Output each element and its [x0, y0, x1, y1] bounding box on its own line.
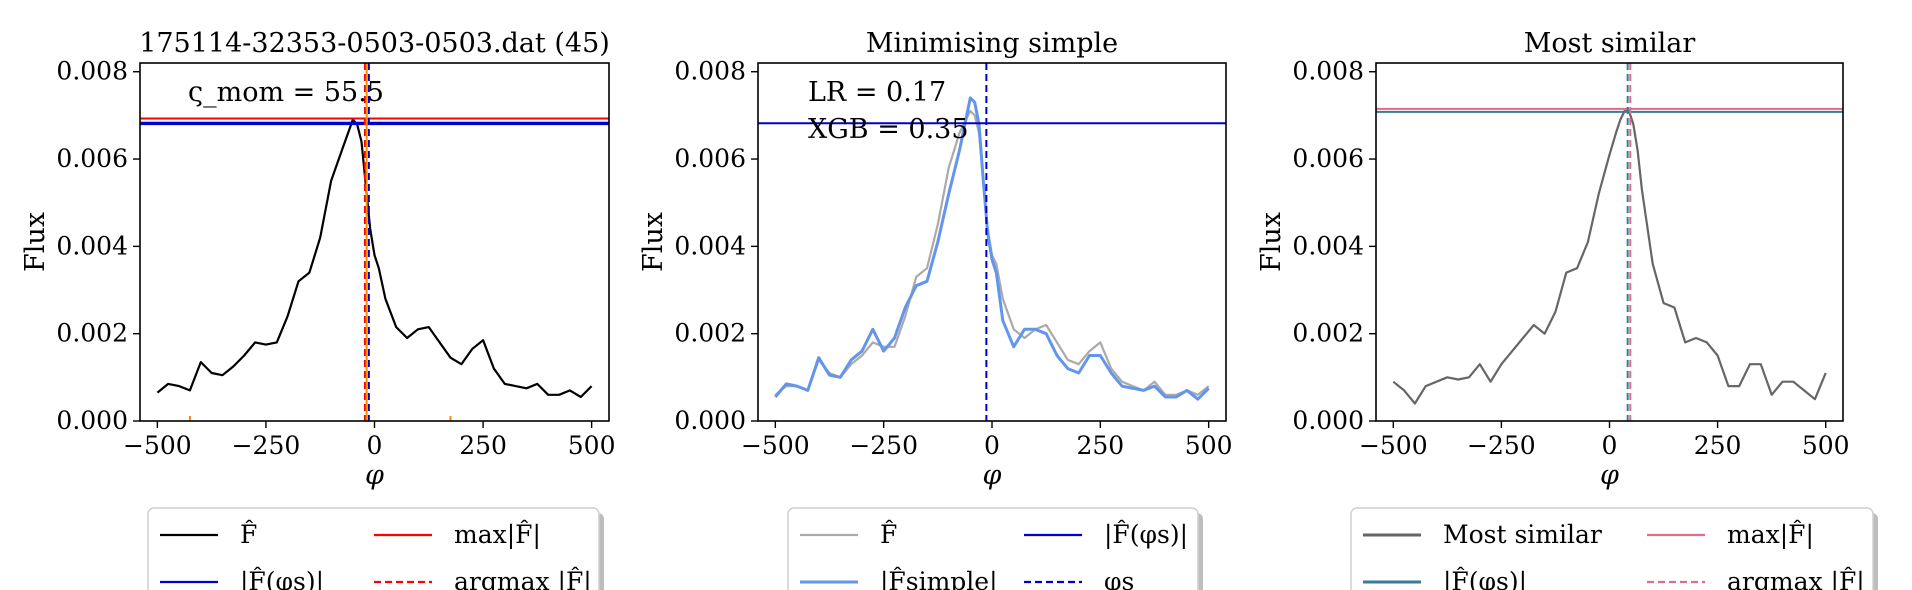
- y-tick-label: 0.006: [1292, 144, 1364, 173]
- x-tick-label: 0: [1602, 431, 1618, 460]
- y-tick-label: 0.000: [674, 406, 746, 435]
- chart-panel-1: 175114-32353-0503-0503.dat (45) −500 −250 0…: [20, 28, 615, 590]
- y-tick-label: 0.000: [1292, 406, 1364, 435]
- chart-panel-2: Minimising simple −500 −250 0 250 500 0.000 0.0…: [638, 28, 1233, 590]
- y-tick-label: 0.006: [674, 144, 746, 173]
- y-tick-label: 0.006: [56, 144, 128, 173]
- x-tick-label: −250: [232, 431, 301, 460]
- legend-label: |F̂(φs)|: [1104, 520, 1188, 550]
- x-tick-label: −250: [849, 431, 918, 460]
- x-tick-label: 250: [1076, 431, 1124, 460]
- x-tick-label: 0: [984, 431, 1000, 460]
- legend-label: |F̂simple|: [880, 567, 998, 590]
- y-tick-label: 0.004: [674, 231, 746, 260]
- x-tick-label: −500: [123, 431, 192, 460]
- chart-title: Minimising simple: [866, 28, 1118, 59]
- legend-label: max|F̂|: [454, 520, 541, 550]
- plot-area: [758, 63, 1226, 421]
- legend-label: argmax |F̂|: [1727, 567, 1865, 590]
- y-axis-label: Flux: [638, 212, 669, 272]
- y-tick-label: 0.008: [56, 57, 128, 86]
- y-tick-label: 0.002: [56, 319, 128, 348]
- axes-frame: [139, 62, 610, 422]
- x-tick-label: −250: [1467, 431, 1536, 460]
- x-axis-label: φ: [365, 460, 384, 491]
- y-tick-label: 0.004: [56, 231, 128, 260]
- legend-label: |F̂(φs)|: [1443, 567, 1527, 590]
- legend-label: φs: [1104, 567, 1134, 590]
- legend: Most similar |F̂(φs)| max|F̂| argmax |F̂|: [1350, 507, 1878, 590]
- annotation-2: XGB = 0.35: [808, 114, 969, 145]
- x-axis-label: φ: [983, 460, 1002, 491]
- y-tick-label: 0.008: [674, 57, 746, 86]
- y-tick-label: 0.008: [1292, 57, 1364, 86]
- y-axis-label: Flux: [20, 212, 51, 272]
- y-tick-label: 0.000: [56, 406, 128, 435]
- legend-label: |F̂(φs)|: [240, 567, 324, 590]
- chart-panel-3: Most similar −500 −250 0 250 500 0.000 0.002 0.0…: [1256, 28, 1878, 590]
- x-tick-label: 500: [1802, 431, 1850, 460]
- annotation: LR = 0.17: [808, 77, 946, 108]
- x-tick-label: 250: [1694, 431, 1742, 460]
- legend-label: F̂: [880, 520, 897, 549]
- plot-area: [140, 63, 609, 421]
- chart-title: 175114-32353-0503-0503.dat (45): [139, 28, 610, 59]
- plot-area: [1376, 63, 1843, 421]
- chart-title: Most similar: [1524, 28, 1696, 59]
- x-tick-label: 0: [367, 431, 383, 460]
- series-line-1: [156, 118, 593, 399]
- legend: F̂ |F̂(φs)| max|F̂| argmax |F̂|: [147, 507, 604, 590]
- y-tick-label: 0.004: [1292, 231, 1364, 260]
- series-line-1: [1392, 109, 1827, 405]
- x-tick-label: −500: [1359, 431, 1428, 460]
- y-axis-label: Flux: [1256, 212, 1287, 272]
- legend-label: max|F̂|: [1727, 520, 1814, 550]
- annotation: ς_mom = 55.5: [188, 77, 384, 108]
- series-line-2: [774, 96, 1210, 401]
- x-axis-label: φ: [1600, 460, 1619, 491]
- legend-box: [147, 507, 600, 590]
- legend-label: Most similar: [1443, 520, 1602, 549]
- axes-frame: [1375, 62, 1844, 422]
- legend-box: [1350, 507, 1874, 590]
- x-tick-label: 500: [568, 431, 616, 460]
- legend-label: argmax |F̂|: [454, 567, 592, 590]
- legend: F̂ |F̂simple| |F̂(φs)| φs: [787, 507, 1203, 590]
- y-tick-label: 0.002: [1292, 319, 1364, 348]
- x-tick-label: 500: [1185, 431, 1233, 460]
- y-tick-label: 0.002: [674, 319, 746, 348]
- legend-box: [787, 507, 1199, 590]
- x-tick-label: 250: [459, 431, 507, 460]
- legend-label: F̂: [240, 520, 257, 549]
- x-tick-label: −500: [741, 431, 810, 460]
